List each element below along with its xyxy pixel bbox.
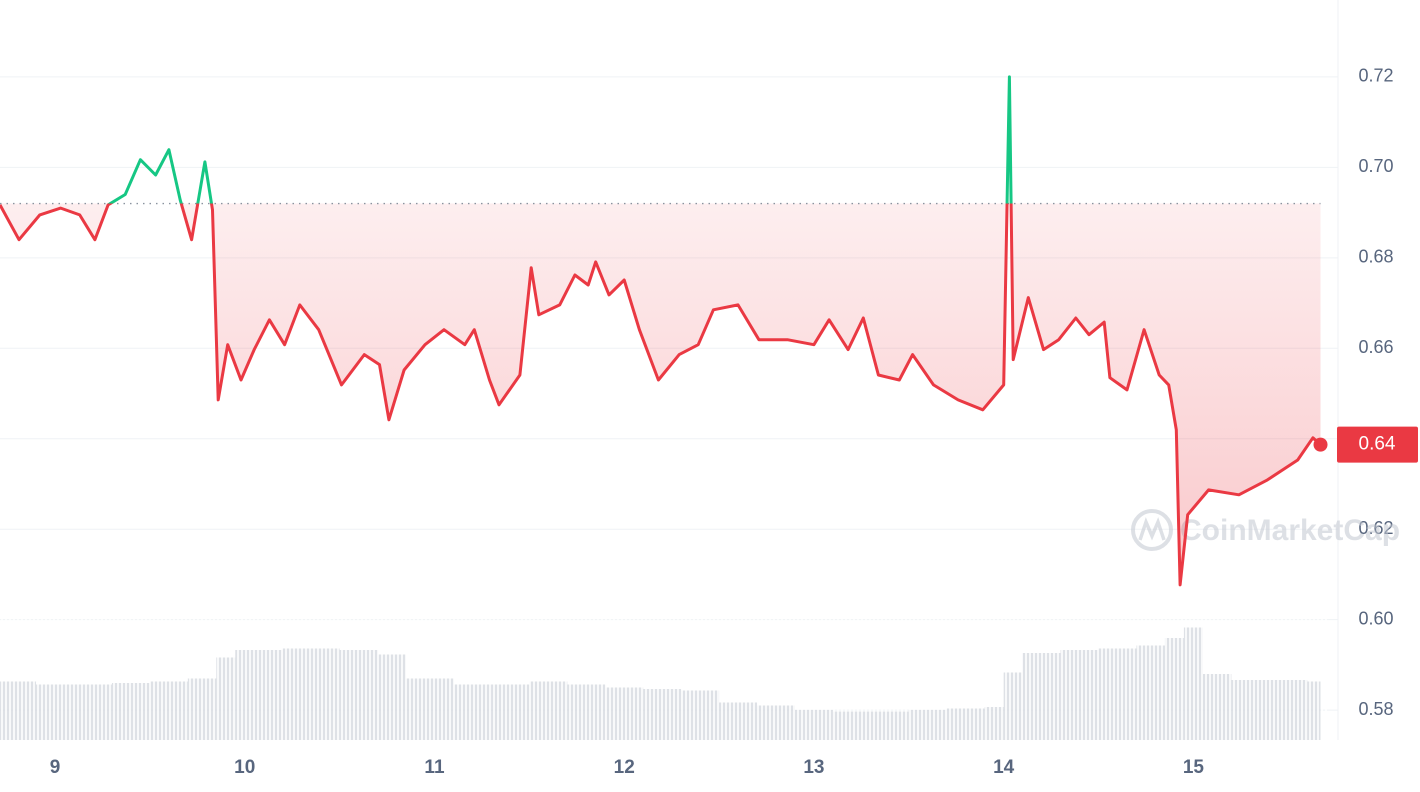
- price-line-down: [0, 203, 1322, 587]
- current-price-dot: [1313, 437, 1328, 452]
- y-tick-label: 0.58: [1358, 699, 1393, 719]
- x-tick-label: 12: [614, 757, 635, 778]
- x-tick-label: 13: [803, 757, 824, 778]
- volume-bar: [282, 648, 340, 740]
- x-tick-label: 11: [424, 757, 445, 778]
- volume-bar: [1269, 680, 1308, 740]
- volume-bar: [908, 710, 947, 740]
- volume-bar: [529, 681, 568, 740]
- y-tick-label: 0.68: [1358, 247, 1393, 267]
- watermark-text: CoinMarketCap: [1180, 514, 1400, 547]
- x-tick-label: 10: [234, 757, 255, 778]
- y-tick-label: 0.62: [1358, 518, 1393, 538]
- x-tick-label: 9: [50, 757, 61, 778]
- price-line-up: [107, 75, 1013, 204]
- x-tick-label: 14: [993, 757, 1015, 778]
- volume-bar: [681, 690, 720, 740]
- x-tick-label: 15: [1183, 757, 1205, 778]
- volume-bar: [1202, 674, 1232, 740]
- volume-bar: [605, 687, 644, 740]
- watermark-logo-mark: [1138, 517, 1166, 541]
- watermark: CoinMarketCap: [1131, 509, 1400, 551]
- watermark-logo: [1131, 509, 1173, 551]
- volume-bar: [453, 684, 492, 740]
- y-tick-label: 0.66: [1358, 337, 1393, 357]
- y-tick-label: 0.60: [1358, 608, 1393, 628]
- price-area: [0, 203, 1321, 585]
- y-tick-label: 0.72: [1358, 66, 1393, 86]
- volume-bar: [1060, 650, 1099, 740]
- current-price-label: 0.64: [1359, 434, 1396, 455]
- volume-bar: [832, 711, 871, 740]
- current-price-tag: [1337, 426, 1418, 463]
- volume-bar: [757, 705, 795, 740]
- y-tick-label: 0.70: [1358, 156, 1393, 176]
